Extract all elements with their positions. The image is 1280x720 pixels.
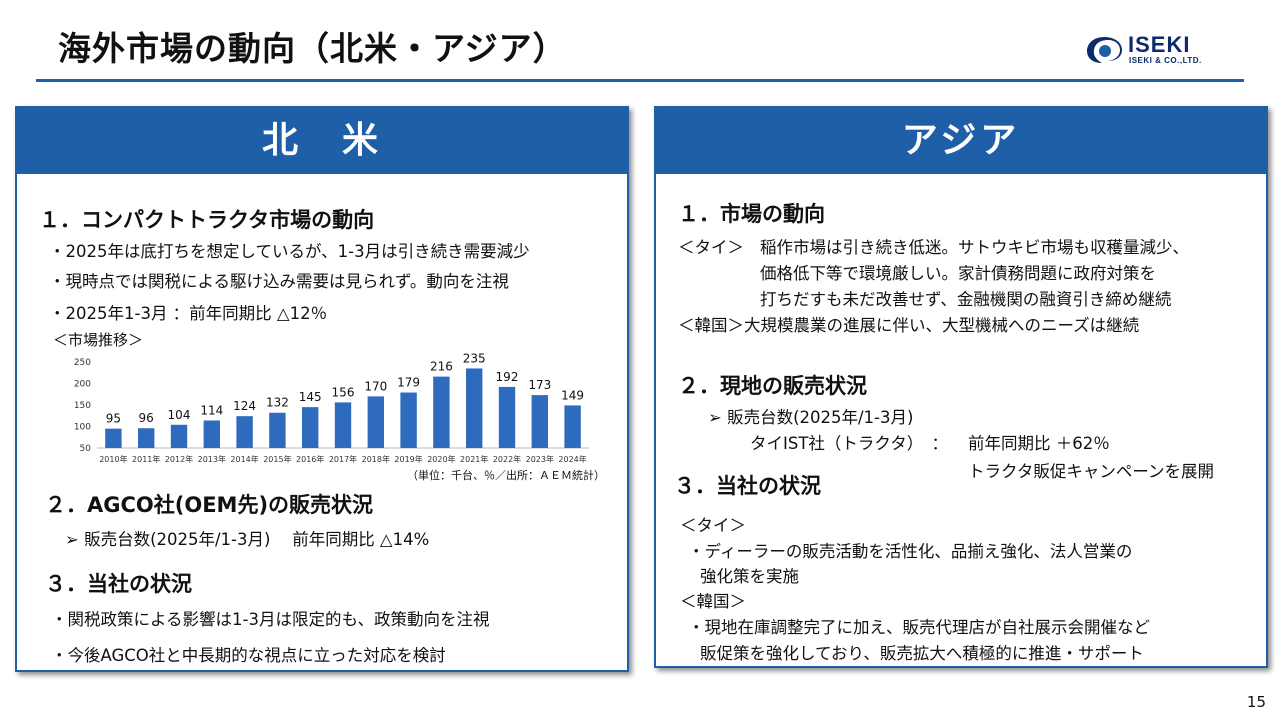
bar: [466, 368, 483, 448]
x-tick-label: 2012年: [165, 454, 193, 464]
x-tick-label: 2013年: [198, 454, 226, 464]
logo-subtitle: ISEKI & CO.,LTD.: [1129, 56, 1202, 65]
x-tick-label: 2017年: [329, 454, 357, 464]
bar: [269, 412, 286, 448]
x-tick-label: 2015年: [263, 454, 291, 464]
asia-s3-thai-line-2: 強化策を実施: [700, 567, 799, 586]
x-tick-label: 2024年: [558, 454, 586, 464]
x-tick-label: 2014年: [230, 454, 258, 464]
asia-panel: アジア １．市場の動向 ＜タイ＞ 稲作市場は引き続き低迷。サトウキビ市場も収穫量…: [654, 106, 1268, 668]
bar-value-label: 124: [233, 399, 256, 413]
bar: [531, 395, 548, 448]
na-s2-line: ➢ 販売台数(2025年/1-3月) 前年同期比 △14%: [65, 530, 430, 549]
x-tick-label: 2016年: [296, 454, 324, 464]
bar-value-label: 173: [528, 378, 551, 392]
asia-s1-korea-line: ＜韓国＞大規模農業の進展に伴い、大型機械へのニーズは継続: [678, 316, 1140, 335]
bar-value-label: 114: [200, 403, 223, 417]
bar-value-label: 179: [397, 376, 420, 390]
logo-wordmark: ISEKI: [1128, 32, 1191, 57]
bar-value-label: 145: [299, 390, 322, 404]
y-tick-label: 250: [74, 358, 91, 368]
asia-s1-thai-line-2: 価格低下等で環境厳しい。家計債務問題に政府対策を: [760, 264, 1156, 283]
page-number: 15: [1246, 693, 1266, 711]
na-s1-bullet-2: ・現時点では関税による駆け込み需要は見られず。動向を注視: [49, 272, 509, 291]
north-america-panel: 北 米 １．コンパクトトラクタ市場の動向 ・2025年は底打ちを想定しているが、…: [15, 106, 629, 672]
asia-s3-thai-tag: ＜タイ＞: [680, 516, 746, 535]
bar-value-label: 95: [106, 412, 121, 426]
bar: [498, 386, 516, 448]
bar: [334, 402, 352, 448]
asia-s1-thai-tag: ＜タイ＞: [678, 238, 744, 257]
na-chart-label: ＜市場推移＞: [53, 331, 144, 349]
bar: [400, 392, 417, 448]
market-trend-bar-chart: 250 200 150 100 50 95 2010年 96 2011年 104 2012年 114 2…: [74, 352, 589, 464]
x-tick-label: 2020年: [427, 454, 455, 464]
bar: [367, 396, 384, 448]
na-section2-heading: ２．AGCO社(OEM先)の販売状況: [45, 493, 374, 517]
asia-section3-heading: ３．当社の状況: [674, 474, 821, 498]
bar-value-label: 170: [364, 379, 387, 393]
asia-s3-korea-line-1: ・現地在庫調整完了に加え、販売代理店が自社展示会開催など: [688, 618, 1150, 637]
x-tick-label: 2022年: [493, 454, 521, 464]
bar: [564, 405, 581, 448]
asia-s3-korea-line-2: 販促策を強化しており、販売拡大へ積極的に推進・サポート: [700, 644, 1144, 663]
bar-value-label: 156: [332, 385, 355, 399]
na-s1-bullet-3: ・2025年1-3月 ：前年同期比 △12％: [49, 304, 328, 323]
bar-value-label: 132: [266, 396, 289, 410]
bar: [203, 420, 220, 448]
na-s3-bullet-1: ・関税政策による影響は1-3月は限定的も、政策動向を注視: [51, 610, 490, 629]
bar-value-label: 192: [496, 370, 519, 384]
bar-value-label: 216: [430, 360, 453, 374]
iseki-logo-mark-icon: [1087, 37, 1122, 63]
x-tick-label: 2023年: [526, 454, 554, 464]
x-tick-label: 2010年: [99, 454, 127, 464]
asia-header: アジア: [656, 108, 1266, 174]
bar-value-label: 149: [561, 388, 584, 402]
na-s3-bullet-2: ・今後AGCO社と中長期的な視点に立った対応を検討: [51, 646, 446, 665]
iseki-logo: ISEKI ISEKI & CO.,LTD.: [1084, 32, 1224, 68]
asia-s1-thai-line-3: 打ちだすも未だ改善せず、金融機関の融資引き締め継続: [760, 290, 1172, 309]
bar: [433, 376, 450, 448]
na-chart-source: （単位：千台、％／出所：ＡＥＭ統計）: [407, 469, 605, 482]
asia-s1-thai-line-1: 稲作市場は引き続き低迷。サトウキビ市場も収穫量減少、: [760, 238, 1189, 257]
x-tick-label: 2011年: [132, 454, 160, 464]
x-tick-label: 2021年: [460, 454, 488, 464]
asia-s3-korea-tag: ＜韓国＞: [680, 592, 746, 611]
x-tick-label: 2018年: [362, 454, 390, 464]
asia-section2-heading: ２．現地の販売状況: [678, 374, 867, 398]
title-divider: [36, 79, 1244, 82]
north-america-header: 北 米: [17, 108, 627, 174]
page-title: 海外市場の動向（北米・アジア）: [58, 29, 567, 68]
asia-s2-campaign: トラクタ販促キャンペーンを展開: [968, 462, 1215, 481]
bar-value-label: 235: [463, 352, 486, 365]
asia-section1-heading: １．市場の動向: [678, 202, 825, 226]
asia-s2-sales-line: ➢ 販売台数(2025年/1-3月): [708, 408, 914, 427]
y-tick-label: 50: [80, 444, 92, 454]
y-tick-label: 200: [74, 380, 91, 390]
bar: [170, 424, 188, 448]
na-section1-heading: １．コンパクトトラクタ市場の動向: [39, 208, 375, 232]
na-section3-heading: ３．当社の状況: [45, 572, 192, 596]
bar: [236, 416, 253, 448]
y-tick-label: 150: [74, 401, 91, 411]
na-s1-bullet-1: ・2025年は底打ちを想定しているが、1-3月は引き続き需要減少: [49, 242, 530, 261]
asia-s2-yoy: 前年同期比 ＋62％: [968, 434, 1110, 453]
bar: [302, 407, 319, 448]
bar: [138, 428, 155, 448]
x-tick-label: 2019年: [394, 454, 422, 464]
bar-value-label: 96: [139, 411, 154, 425]
asia-s3-thai-line-1: ・ディーラーの販売活動を活性化、品揃え強化、法人営業の: [688, 542, 1133, 561]
bar: [105, 428, 122, 448]
bar-value-label: 104: [168, 408, 191, 422]
y-tick-label: 100: [74, 423, 91, 433]
asia-s2-thai-ist: タイIST社（トラクタ） ：: [750, 434, 949, 453]
